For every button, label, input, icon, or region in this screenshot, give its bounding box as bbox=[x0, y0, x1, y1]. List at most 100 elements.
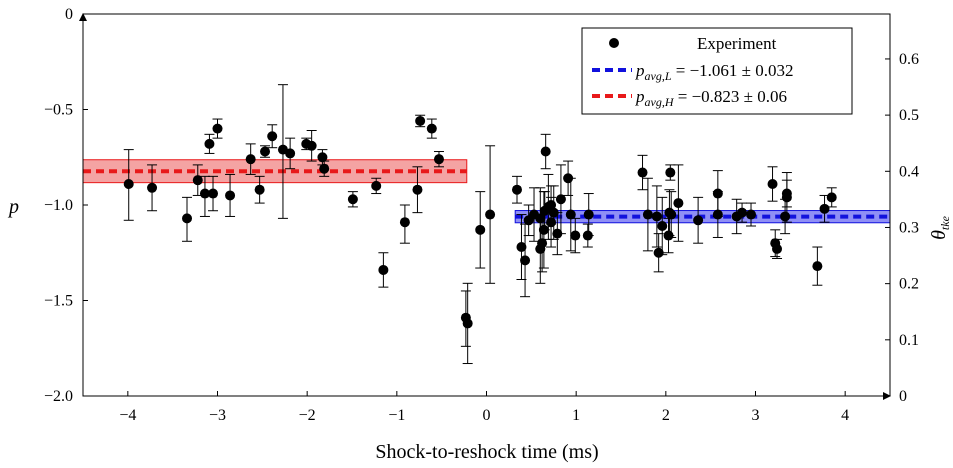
data-point-3 bbox=[192, 164, 203, 196]
marker-30 bbox=[485, 209, 496, 220]
data-point-60 bbox=[665, 164, 676, 181]
marker-38 bbox=[537, 238, 548, 249]
x-tick-label-0: −4 bbox=[119, 407, 136, 424]
marker-20 bbox=[371, 180, 382, 191]
y-tick-label-2: −1.0 bbox=[44, 197, 73, 214]
data-point-53 bbox=[637, 154, 648, 191]
data-point-0 bbox=[123, 149, 134, 221]
marker-14 bbox=[285, 148, 296, 159]
data-point-12 bbox=[267, 124, 278, 149]
marker-69 bbox=[767, 178, 778, 189]
marker-11 bbox=[260, 146, 271, 157]
x-tick-label-8: 4 bbox=[841, 407, 849, 424]
y-tick-label-0: −2.0 bbox=[44, 388, 73, 405]
data-points bbox=[123, 84, 837, 365]
data-point-11 bbox=[260, 145, 271, 158]
data-point-31 bbox=[511, 175, 522, 204]
data-point-27 bbox=[460, 290, 471, 347]
data-point-47 bbox=[555, 164, 566, 235]
data-point-5 bbox=[204, 133, 215, 154]
marker-52 bbox=[583, 209, 594, 220]
legend: Experiment pavg,L = −1.061 ± 0.032 pavg,… bbox=[581, 27, 853, 115]
y2-tick-label-1: 0.1 bbox=[899, 332, 919, 349]
marker-62 bbox=[673, 198, 684, 209]
marker-0 bbox=[123, 178, 134, 189]
marker-23 bbox=[412, 184, 423, 195]
data-point-23 bbox=[412, 166, 423, 214]
marker-22 bbox=[399, 217, 410, 228]
marker-71 bbox=[772, 243, 783, 254]
marker-33 bbox=[520, 255, 531, 266]
y2-tick-label-4: 0.4 bbox=[899, 163, 919, 180]
marker-74 bbox=[781, 192, 792, 203]
marker-56 bbox=[653, 247, 664, 258]
x-tick-label-4: 0 bbox=[483, 407, 491, 424]
data-point-30 bbox=[485, 145, 496, 284]
x-tick-label-6: 2 bbox=[662, 407, 670, 424]
data-point-6 bbox=[208, 175, 219, 212]
data-point-67 bbox=[737, 202, 748, 223]
marker-41 bbox=[540, 146, 551, 157]
data-point-16 bbox=[306, 130, 317, 162]
y-tick-label-4: 0 bbox=[65, 6, 73, 23]
data-point-56 bbox=[653, 233, 664, 273]
marker-28 bbox=[462, 318, 473, 329]
data-point-33 bbox=[520, 223, 531, 298]
marker-10 bbox=[254, 184, 265, 195]
marker-54 bbox=[642, 209, 653, 220]
data-point-10 bbox=[254, 175, 265, 204]
data-point-71 bbox=[772, 238, 783, 259]
y2-tick-label-2: 0.2 bbox=[899, 276, 919, 293]
marker-49 bbox=[565, 209, 576, 220]
tick-labels: −4 −3 −2 −1 0 1 2 3 4 −2.0 −1.5 −1.0 −0.5 0 0 0.1 0.2 0.3… bbox=[44, 6, 919, 424]
data-point-22 bbox=[399, 204, 410, 244]
data-point-21 bbox=[378, 252, 389, 288]
marker-5 bbox=[204, 138, 215, 149]
marker-3 bbox=[192, 175, 203, 186]
marker-29 bbox=[475, 224, 486, 235]
axes bbox=[79, 13, 891, 400]
marker-44 bbox=[546, 217, 557, 228]
legend-box bbox=[581, 27, 853, 115]
marker-8 bbox=[225, 190, 236, 201]
y-axis-arrow bbox=[79, 13, 87, 21]
marker-21 bbox=[378, 264, 389, 275]
marker-26 bbox=[433, 154, 444, 165]
svg-text:θtke: θtke bbox=[928, 215, 952, 239]
data-point-7 bbox=[212, 118, 223, 139]
marker-75 bbox=[812, 261, 823, 272]
data-point-54 bbox=[642, 177, 653, 252]
marker-4 bbox=[199, 188, 210, 199]
y-axis-title: p bbox=[7, 196, 19, 218]
data-point-41 bbox=[540, 133, 551, 170]
marker-32 bbox=[516, 242, 527, 253]
data-point-49 bbox=[565, 177, 576, 252]
data-point-24 bbox=[415, 114, 426, 128]
x-tick-label-7: 3 bbox=[752, 407, 760, 424]
data-point-38 bbox=[537, 214, 548, 273]
data-point-72 bbox=[780, 198, 791, 235]
data-point-57 bbox=[657, 196, 668, 256]
marker-2 bbox=[182, 213, 193, 224]
marker-55 bbox=[651, 211, 662, 222]
data-point-76 bbox=[819, 194, 830, 223]
marker-47 bbox=[555, 194, 566, 205]
y2-tick-label-0: 0 bbox=[899, 388, 907, 405]
marker-9 bbox=[245, 154, 256, 165]
marker-1 bbox=[147, 182, 158, 193]
marker-16 bbox=[306, 140, 317, 151]
data-point-26 bbox=[433, 151, 444, 168]
data-point-29 bbox=[475, 191, 486, 269]
data-point-63 bbox=[693, 196, 704, 244]
data-point-68 bbox=[746, 202, 757, 227]
marker-7 bbox=[212, 123, 223, 134]
data-point-20 bbox=[371, 177, 382, 195]
x-tick-label-3: −1 bbox=[388, 407, 405, 424]
legend-label-low: pavg,L = −1.061 ± 0.032 bbox=[635, 61, 794, 83]
marker-17 bbox=[317, 152, 328, 163]
marker-77 bbox=[826, 192, 837, 203]
x-tick-label-5: 1 bbox=[572, 407, 580, 424]
x-tick-label-1: −3 bbox=[209, 407, 226, 424]
data-point-69 bbox=[767, 166, 778, 202]
